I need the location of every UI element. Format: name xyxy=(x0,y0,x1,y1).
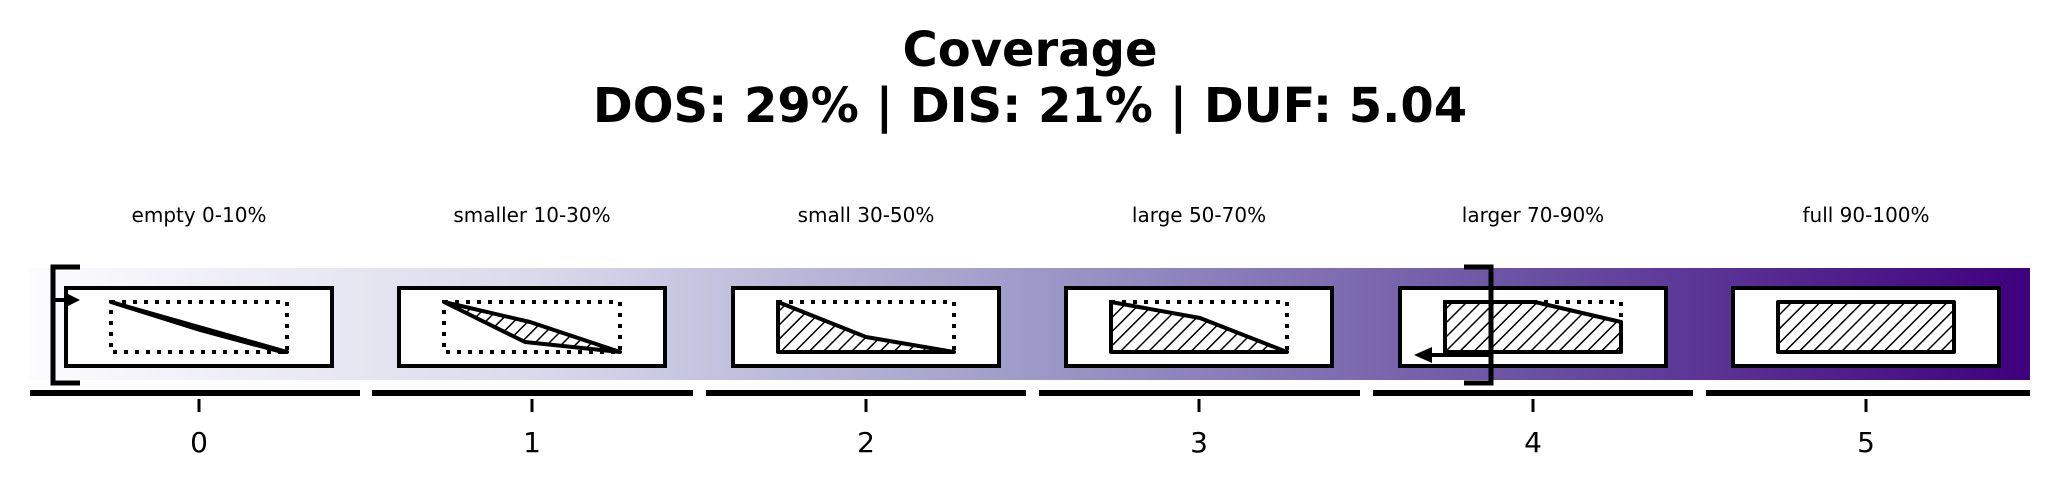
bin-label-3: large 50-70% xyxy=(1132,203,1266,227)
coverage-shape-2 xyxy=(776,300,956,354)
dis-bracket-icon xyxy=(1464,264,1494,386)
axis-tick-label-2: 2 xyxy=(857,426,875,459)
bin-labels: empty 0-10% smaller 10-30% small 30-50% … xyxy=(132,203,1930,227)
bin-label-2: small 30-50% xyxy=(798,203,935,227)
dis-arrow-head-icon xyxy=(1414,347,1432,363)
axis-tick-label-3: 3 xyxy=(1190,426,1208,459)
axis-tick-label-1: 1 xyxy=(523,426,541,459)
bin-label-4: larger 70-90% xyxy=(1462,203,1604,227)
bin-box-2 xyxy=(731,286,1001,368)
bin-label-0: empty 0-10% xyxy=(132,203,267,227)
gradient-band xyxy=(30,268,2030,380)
title-line-coverage: Coverage xyxy=(902,22,1158,78)
axis-ticks xyxy=(197,399,1868,412)
dos-bracket-icon xyxy=(50,264,80,386)
bin-label-5: full 90-100% xyxy=(1802,203,1929,227)
title-line-metrics: DOS: 29% | DIS: 21% | DUF: 5.04 xyxy=(592,78,1468,134)
dos-bracket-marker xyxy=(50,264,80,386)
reference-outline-1 xyxy=(442,300,622,354)
coverage-shape-5 xyxy=(1776,300,1956,354)
dis-bracket-marker xyxy=(1414,264,1494,386)
chart-title: Coverage DOS: 29% | DIS: 21% | DUF: 5.04 xyxy=(0,22,2060,134)
axis-tick-label-0: 0 xyxy=(190,426,208,459)
reference-outline-2 xyxy=(776,300,956,354)
coverage-shape-1 xyxy=(442,300,622,354)
bin-label-1: smaller 10-30% xyxy=(453,203,610,227)
coverage-shape-3 xyxy=(1109,300,1289,354)
axis-tick-label-4: 4 xyxy=(1524,426,1542,459)
dos-arrow-head-icon xyxy=(66,293,80,307)
reference-outline-0 xyxy=(109,300,289,354)
coverage-shape-0 xyxy=(109,300,289,354)
axis-tick-label-5: 5 xyxy=(1857,426,1875,459)
reference-outline-3 xyxy=(1109,300,1289,354)
axis-tick-labels: 0 1 2 3 4 5 xyxy=(190,426,1875,459)
coverage-shapes xyxy=(109,300,1956,354)
